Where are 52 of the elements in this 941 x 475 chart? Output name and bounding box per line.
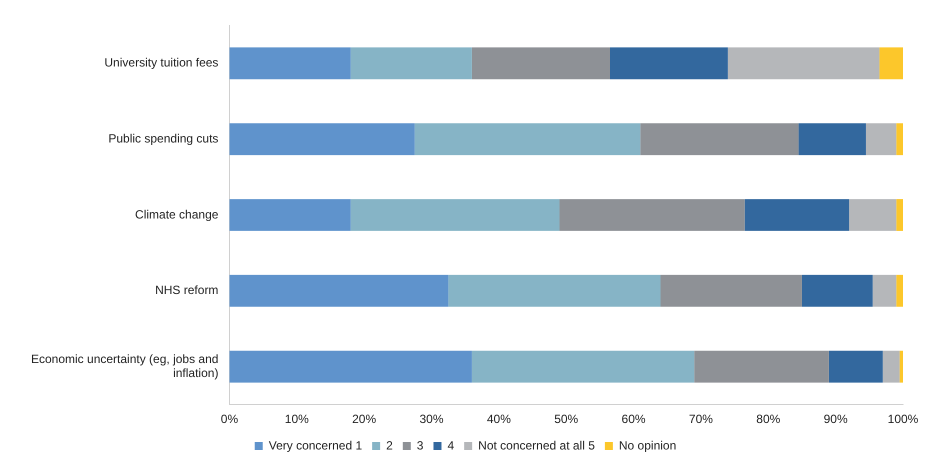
bar bbox=[879, 47, 903, 80]
legend-label: Very concerned 1 bbox=[268, 438, 362, 452]
bar bbox=[229, 199, 351, 231]
bar bbox=[744, 199, 850, 231]
x-tick-label: 20% bbox=[352, 412, 376, 426]
bar bbox=[694, 350, 829, 383]
bar bbox=[229, 274, 448, 307]
bar bbox=[472, 47, 610, 80]
bar bbox=[559, 199, 745, 231]
x-tick-label: 10% bbox=[284, 412, 310, 426]
bar bbox=[229, 47, 351, 80]
bar bbox=[448, 274, 661, 307]
bar bbox=[872, 274, 896, 307]
bar bbox=[472, 350, 694, 383]
legend-label: 4 bbox=[447, 438, 454, 452]
bar bbox=[229, 350, 472, 383]
x-tick-label: 90% bbox=[824, 412, 848, 426]
y-tick-label: Economic uncertainty (eg, jobs and inflation) bbox=[31, 352, 218, 380]
legend-label: Not concerned at all 5 bbox=[478, 438, 596, 452]
bar bbox=[828, 350, 883, 383]
bar bbox=[900, 350, 903, 383]
x-tick-label: 0% bbox=[220, 412, 238, 426]
bar bbox=[660, 274, 802, 307]
bar bbox=[849, 199, 896, 231]
y-tick-label: Public spending cuts bbox=[108, 131, 218, 146]
bar bbox=[350, 47, 472, 80]
bar bbox=[798, 123, 866, 156]
x-tick-label: 60% bbox=[622, 412, 646, 426]
x-tick-label: 80% bbox=[756, 412, 781, 426]
legend-label: 2 bbox=[386, 438, 394, 452]
x-tick-label: 30% bbox=[419, 412, 444, 426]
bar bbox=[896, 199, 903, 231]
bar bbox=[728, 47, 880, 80]
legend-label: 3 bbox=[416, 438, 424, 452]
bar bbox=[350, 199, 560, 231]
bar bbox=[229, 123, 415, 156]
x-tick-label: 50% bbox=[554, 412, 579, 426]
bar bbox=[882, 350, 900, 383]
legend-label: No opinion bbox=[618, 438, 676, 452]
bar bbox=[414, 123, 640, 156]
y-tick-label: University tuition fees bbox=[104, 56, 218, 70]
y-tick-label: NHS reform bbox=[155, 283, 218, 298]
x-tick-label: 70% bbox=[688, 412, 714, 426]
bar bbox=[896, 123, 903, 156]
y-tick-label: Climate change bbox=[135, 207, 219, 222]
x-tick-label: 40% bbox=[486, 412, 512, 426]
bar bbox=[896, 274, 903, 307]
bar bbox=[802, 274, 873, 307]
bar bbox=[640, 123, 799, 156]
bar bbox=[866, 123, 896, 156]
bar bbox=[610, 47, 728, 80]
x-tick-label: 100% bbox=[888, 412, 919, 426]
